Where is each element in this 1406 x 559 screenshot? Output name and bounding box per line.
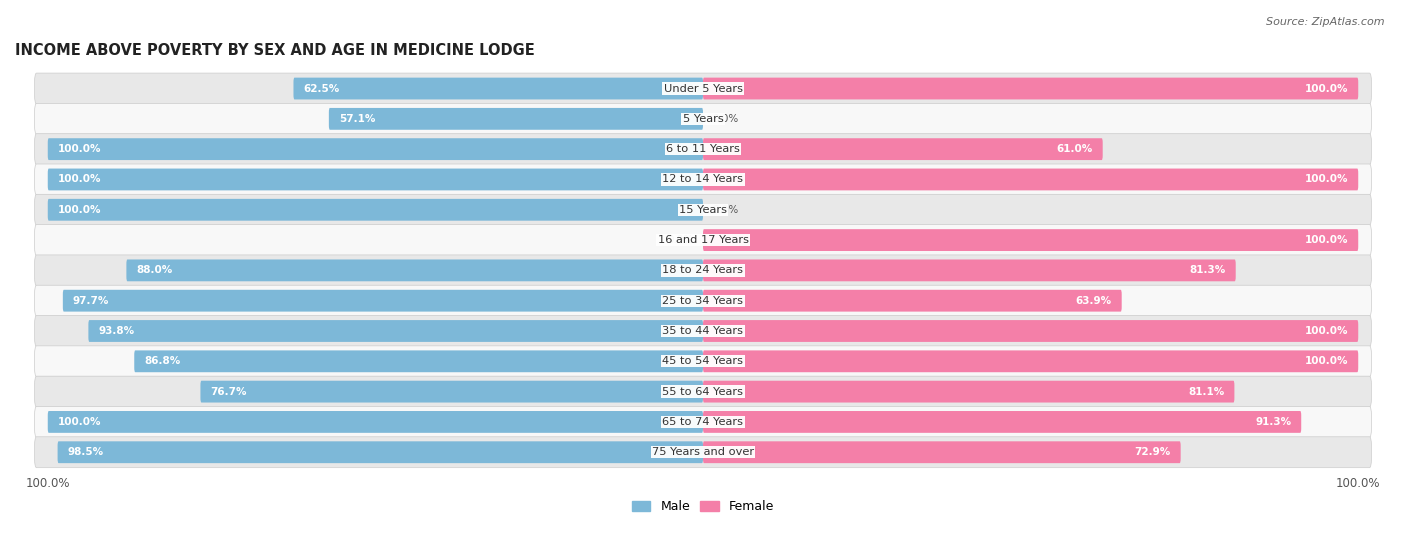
FancyBboxPatch shape xyxy=(63,290,703,311)
FancyBboxPatch shape xyxy=(134,350,703,372)
Text: 12 to 14 Years: 12 to 14 Years xyxy=(662,174,744,184)
Text: 57.1%: 57.1% xyxy=(339,114,375,124)
FancyBboxPatch shape xyxy=(35,406,1371,437)
Text: 100.0%: 100.0% xyxy=(1305,326,1348,336)
Text: 100.0%: 100.0% xyxy=(1305,174,1348,184)
FancyBboxPatch shape xyxy=(35,164,1371,195)
Text: 0.0%: 0.0% xyxy=(713,205,740,215)
Text: 62.5%: 62.5% xyxy=(304,83,340,93)
Text: 81.3%: 81.3% xyxy=(1189,266,1226,276)
Text: 100.0%: 100.0% xyxy=(1305,235,1348,245)
FancyBboxPatch shape xyxy=(48,199,703,221)
Text: 18 to 24 Years: 18 to 24 Years xyxy=(662,266,744,276)
FancyBboxPatch shape xyxy=(35,103,1371,134)
FancyBboxPatch shape xyxy=(48,411,703,433)
FancyBboxPatch shape xyxy=(58,441,703,463)
FancyBboxPatch shape xyxy=(48,169,703,191)
FancyBboxPatch shape xyxy=(35,437,1371,468)
Text: 100.0%: 100.0% xyxy=(1305,83,1348,93)
FancyBboxPatch shape xyxy=(703,411,1301,433)
FancyBboxPatch shape xyxy=(35,315,1371,347)
Text: 97.7%: 97.7% xyxy=(73,296,110,306)
FancyBboxPatch shape xyxy=(35,73,1371,104)
FancyBboxPatch shape xyxy=(35,134,1371,164)
Text: Under 5 Years: Under 5 Years xyxy=(664,83,742,93)
FancyBboxPatch shape xyxy=(35,376,1371,407)
Text: 75 Years and over: 75 Years and over xyxy=(652,447,754,457)
FancyBboxPatch shape xyxy=(703,138,1102,160)
Text: 55 to 64 Years: 55 to 64 Years xyxy=(662,387,744,397)
Text: 100.0%: 100.0% xyxy=(58,417,101,427)
Text: 6 to 11 Years: 6 to 11 Years xyxy=(666,144,740,154)
Text: Source: ZipAtlas.com: Source: ZipAtlas.com xyxy=(1267,17,1385,27)
Text: 100.0%: 100.0% xyxy=(1305,356,1348,366)
Text: 0.0%: 0.0% xyxy=(713,114,740,124)
FancyBboxPatch shape xyxy=(703,350,1358,372)
FancyBboxPatch shape xyxy=(89,320,703,342)
FancyBboxPatch shape xyxy=(703,320,1358,342)
FancyBboxPatch shape xyxy=(703,290,1122,311)
Text: 35 to 44 Years: 35 to 44 Years xyxy=(662,326,744,336)
Text: 98.5%: 98.5% xyxy=(67,447,104,457)
Text: 15 Years: 15 Years xyxy=(679,205,727,215)
Text: 61.0%: 61.0% xyxy=(1057,144,1092,154)
FancyBboxPatch shape xyxy=(329,108,703,130)
Text: 88.0%: 88.0% xyxy=(136,266,173,276)
Text: 100.0%: 100.0% xyxy=(58,144,101,154)
Text: 100.0%: 100.0% xyxy=(58,205,101,215)
FancyBboxPatch shape xyxy=(35,285,1371,316)
FancyBboxPatch shape xyxy=(703,259,1236,281)
Text: INCOME ABOVE POVERTY BY SEX AND AGE IN MEDICINE LODGE: INCOME ABOVE POVERTY BY SEX AND AGE IN M… xyxy=(15,43,534,58)
FancyBboxPatch shape xyxy=(294,78,703,100)
Text: 0.0%: 0.0% xyxy=(666,235,693,245)
Text: 100.0%: 100.0% xyxy=(58,174,101,184)
FancyBboxPatch shape xyxy=(703,381,1234,402)
Text: 63.9%: 63.9% xyxy=(1076,296,1112,306)
FancyBboxPatch shape xyxy=(703,78,1358,100)
Text: 76.7%: 76.7% xyxy=(211,387,247,397)
Legend: Male, Female: Male, Female xyxy=(627,495,779,518)
FancyBboxPatch shape xyxy=(703,169,1358,191)
FancyBboxPatch shape xyxy=(35,225,1371,255)
FancyBboxPatch shape xyxy=(703,229,1358,251)
Text: 16 and 17 Years: 16 and 17 Years xyxy=(658,235,748,245)
Text: 93.8%: 93.8% xyxy=(98,326,135,336)
FancyBboxPatch shape xyxy=(35,195,1371,225)
Text: 25 to 34 Years: 25 to 34 Years xyxy=(662,296,744,306)
Text: 45 to 54 Years: 45 to 54 Years xyxy=(662,356,744,366)
FancyBboxPatch shape xyxy=(127,259,703,281)
Text: 81.1%: 81.1% xyxy=(1188,387,1225,397)
FancyBboxPatch shape xyxy=(48,138,703,160)
FancyBboxPatch shape xyxy=(35,255,1371,286)
Text: 65 to 74 Years: 65 to 74 Years xyxy=(662,417,744,427)
Text: 86.8%: 86.8% xyxy=(143,356,180,366)
FancyBboxPatch shape xyxy=(201,381,703,402)
FancyBboxPatch shape xyxy=(35,346,1371,377)
Text: 5 Years: 5 Years xyxy=(683,114,723,124)
FancyBboxPatch shape xyxy=(703,441,1181,463)
Text: 72.9%: 72.9% xyxy=(1135,447,1171,457)
Text: 91.3%: 91.3% xyxy=(1256,417,1291,427)
